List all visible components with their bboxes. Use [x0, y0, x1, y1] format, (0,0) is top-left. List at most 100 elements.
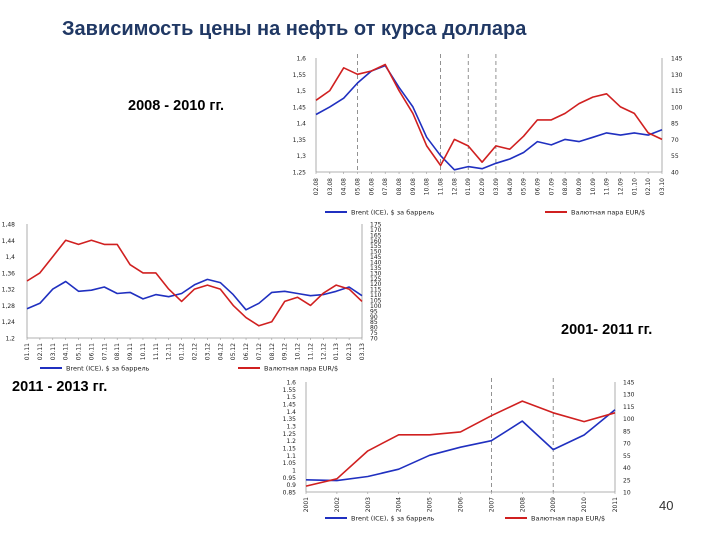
right-tick-label: 70 — [671, 137, 679, 144]
x-tick-label: 03.13 — [359, 343, 366, 360]
left-tick-label: 1,45 — [293, 104, 307, 111]
x-tick-label: 01.11 — [24, 343, 31, 360]
x-tick-label: 2004 — [396, 497, 403, 512]
slide-title: Зависимость цены на нефть от курса долла… — [62, 18, 527, 40]
x-tick-label: 10.08 — [424, 178, 431, 195]
legend-label: Валютная пара EUR/$ — [571, 209, 645, 217]
right-tick-label: 70 — [623, 441, 631, 448]
right-tick-label: 115 — [623, 404, 635, 411]
left-tick-label: 1,48 — [2, 222, 16, 229]
legend-label: Brent (ICE), $ за баррель — [66, 365, 150, 373]
period-label-2001: 2001- 2011 гг. — [561, 322, 653, 338]
x-tick-label: 07.09 — [548, 178, 555, 195]
left-tick-label: 1,4 — [5, 254, 15, 261]
left-tick-label: 1.35 — [283, 416, 297, 423]
x-tick-label: 08.11 — [114, 343, 121, 360]
x-tick-label: 03.10 — [659, 178, 666, 195]
legend-label: Валютная пара EUR/$ — [264, 365, 338, 373]
right-tick-label: 55 — [623, 453, 631, 460]
right-tick-label: 100 — [370, 303, 382, 310]
x-tick-label: 2005 — [427, 497, 434, 512]
left-tick-label: 1.45 — [283, 402, 297, 409]
x-tick-label: 2011 — [612, 497, 619, 512]
right-tick-label: 70 — [370, 336, 378, 343]
x-tick-label: 03.12 — [204, 343, 211, 360]
right-tick-label: 130 — [671, 72, 683, 79]
x-tick-label: 09.11 — [127, 343, 134, 360]
left-tick-label: 1.3 — [286, 424, 296, 431]
left-tick-label: 1,2 — [5, 336, 15, 343]
legend-label: Brent (ICE), $ за баррель — [351, 515, 435, 523]
x-tick-label: 05.09 — [521, 178, 528, 195]
left-tick-label: 0.9 — [286, 482, 296, 489]
left-tick-label: 1,5 — [296, 88, 306, 95]
left-tick-label: 1,6 — [296, 56, 306, 63]
x-tick-label: 09.12 — [282, 343, 289, 360]
left-tick-label: 1,4 — [296, 121, 306, 128]
right-tick-label: 160 — [370, 238, 382, 245]
left-tick-label: 1.1 — [286, 453, 296, 460]
right-tick-label: 125 — [370, 276, 382, 283]
x-tick-label: 12.11 — [166, 343, 173, 360]
x-tick-label: 10.12 — [295, 343, 302, 360]
right-tick-label: 165 — [370, 232, 382, 239]
x-tick-label: 2003 — [365, 497, 372, 512]
right-tick-label: 100 — [623, 416, 635, 423]
x-tick-label: 2009 — [550, 497, 557, 512]
x-tick-label: 05.11 — [76, 343, 83, 360]
right-tick-label: 130 — [370, 270, 382, 277]
x-tick-label: 01.13 — [333, 343, 340, 360]
x-tick-label: 04.08 — [341, 178, 348, 195]
x-tick-label: 06.08 — [368, 178, 375, 195]
x-tick-label: 02.11 — [37, 343, 44, 360]
right-tick-label: 170 — [370, 227, 382, 234]
x-tick-label: 08.08 — [396, 178, 403, 195]
x-tick-label: 06.09 — [534, 178, 541, 195]
right-tick-label: 110 — [370, 292, 382, 299]
x-tick-label: 08.09 — [562, 178, 569, 195]
eurusd-series-line — [315, 63, 663, 167]
x-tick-label: 11.09 — [604, 178, 611, 195]
x-tick-label: 03.08 — [327, 178, 334, 195]
left-tick-label: 1.55 — [283, 387, 297, 394]
right-tick-label: 85 — [370, 319, 378, 326]
x-tick-label: 02.08 — [313, 178, 320, 195]
x-tick-label: 04.11 — [63, 343, 70, 360]
x-tick-label: 2006 — [458, 497, 465, 512]
right-tick-label: 85 — [671, 121, 679, 128]
left-tick-label: 1.4 — [286, 409, 296, 416]
x-tick-label: 12.08 — [451, 178, 458, 195]
right-tick-label: 10 — [623, 490, 631, 497]
x-tick-label: 11.11 — [153, 343, 160, 360]
right-tick-label: 115 — [671, 88, 683, 95]
x-tick-label: 05.12 — [230, 343, 237, 360]
x-tick-label: 12.09 — [617, 178, 624, 195]
left-tick-label: 1,25 — [293, 170, 307, 177]
left-tick-label: 1,55 — [293, 72, 307, 79]
x-tick-label: 05.08 — [355, 178, 362, 195]
right-tick-label: 130 — [623, 392, 635, 399]
x-tick-label: 11.08 — [438, 178, 445, 195]
left-tick-label: 1,28 — [2, 303, 16, 310]
legend-label: Brent (ICE), $ за баррель — [351, 209, 435, 217]
left-tick-label: 0.85 — [283, 490, 297, 497]
right-tick-label: 120 — [370, 281, 382, 288]
left-tick-label: 1.25 — [283, 431, 297, 438]
x-tick-label: 07.11 — [101, 343, 108, 360]
left-tick-label: 1.15 — [283, 446, 297, 453]
x-tick-label: 11.12 — [307, 343, 314, 360]
right-tick-label: 75 — [370, 330, 378, 337]
right-tick-label: 95 — [370, 308, 378, 315]
x-tick-label: 04.09 — [507, 178, 514, 195]
x-tick-label: 10.09 — [590, 178, 597, 195]
page-number: 40 — [659, 498, 674, 513]
right-tick-label: 105 — [370, 298, 382, 305]
right-tick-label: 100 — [671, 104, 683, 111]
left-tick-label: 1 — [292, 468, 296, 475]
x-tick-label: 01.10 — [631, 178, 638, 195]
left-tick-label: 1,36 — [2, 270, 16, 277]
left-tick-label: 1.6 — [286, 380, 296, 387]
brent-series-line — [305, 409, 616, 482]
x-tick-label: 02.10 — [645, 178, 652, 195]
